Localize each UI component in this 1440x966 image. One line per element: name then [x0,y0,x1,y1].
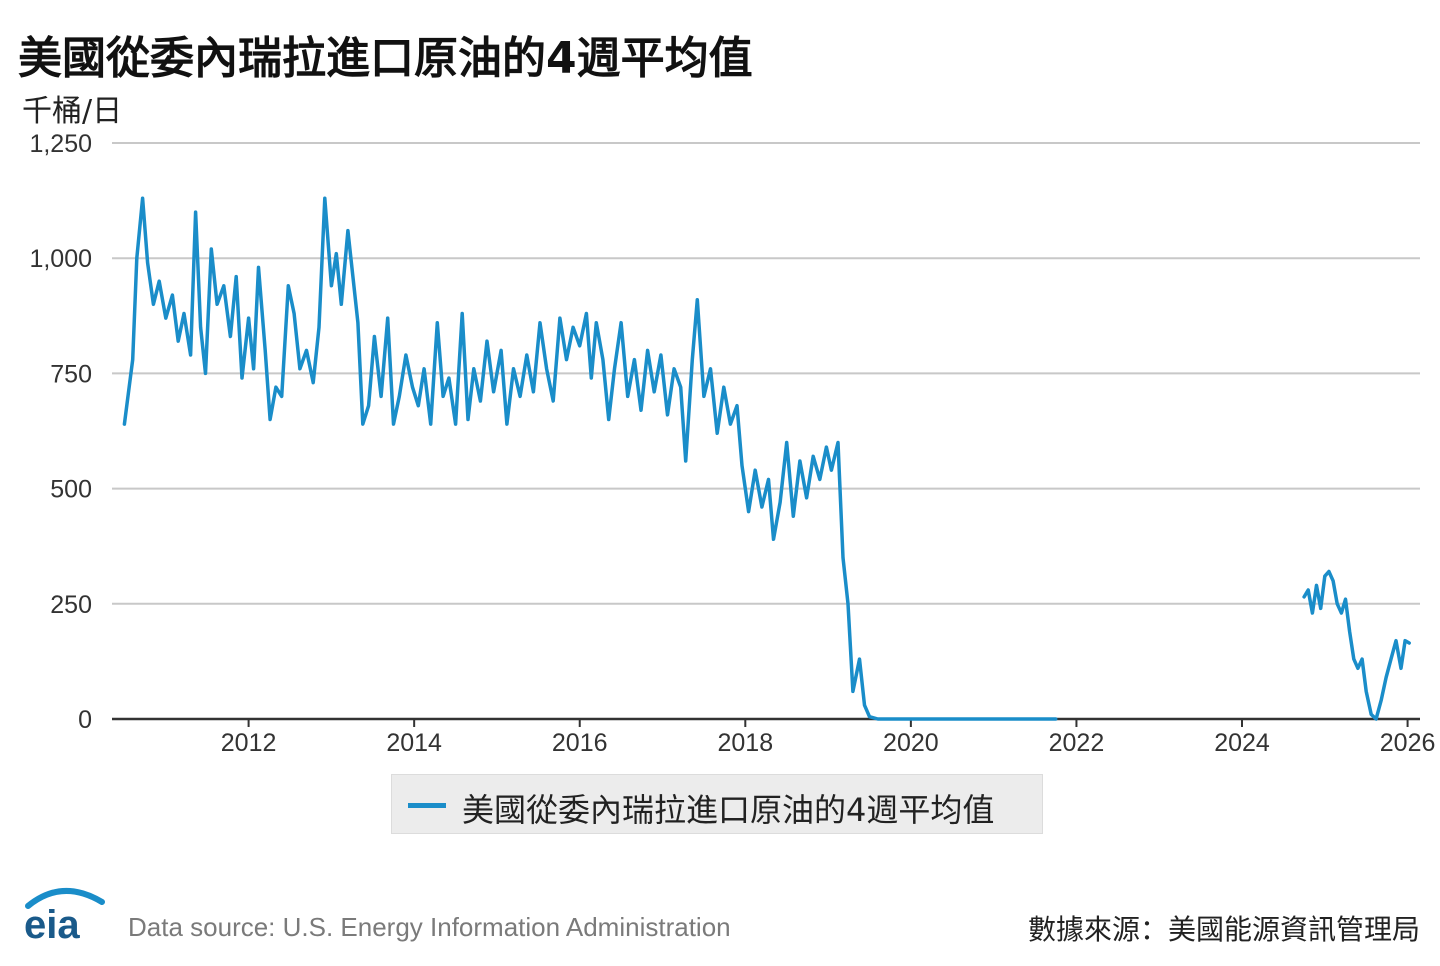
legend: 美國從委內瑞拉進口原油的4週平均值 [391,774,1043,834]
x-tick-label: 2018 [717,729,773,757]
series-line-segment-2 [1302,569,1411,721]
line-chart: 0 250 500 750 1,000 1,250 2012 2014 2016 2018 202… [29,130,1436,757]
x-tick-label: 2016 [552,729,608,757]
data-source-text: Data source: U.S. Energy Information Adm… [128,912,731,942]
y-tick-label: 1,000 [29,245,92,273]
x-tick-label: 2020 [883,729,939,757]
x-tick-label: 2012 [221,729,277,757]
x-axis-tick-labels: 2012 2014 2016 2018 2020 2022 2024 2026 [221,719,1436,757]
x-tick-label: 2026 [1380,729,1436,757]
x-tick-label: 2022 [1049,729,1105,757]
y-tick-label: 250 [50,591,92,619]
y-tick-label: 500 [50,476,92,504]
x-tick-label: 2024 [1214,729,1270,757]
y-tick-label: 750 [50,360,92,388]
series-lines [122,196,1411,721]
eia-logo: eia [24,888,105,944]
x-tick-label: 2014 [386,729,442,757]
credit-text: 數據來源：美國能源資訊管理局 [1027,913,1420,946]
y-tick-label: 1,250 [29,130,92,158]
y-tick-label: 0 [78,706,92,734]
series-line-segment-1 [122,196,1058,721]
y-axis-unit-label: 千桶/日 [22,94,123,129]
legend-swatch [408,803,446,808]
gridlines [112,142,1420,721]
legend-label: 美國從委內瑞拉進口原油的4週平均值 [462,791,995,829]
svg-text:eia: eia [24,903,80,944]
chart-title: 美國從委內瑞拉進口原油的4週平均值 [18,33,753,84]
y-axis-tick-labels: 0 250 500 750 1,000 1,250 [29,130,92,734]
